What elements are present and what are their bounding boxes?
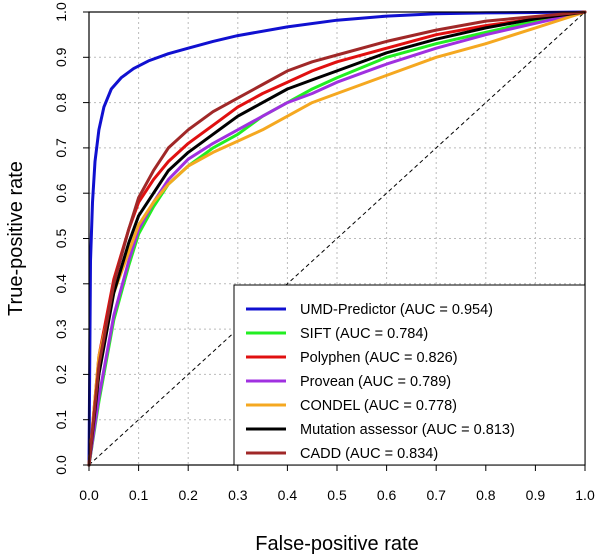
y-tick-label: 0.7 [53, 138, 69, 158]
y-tick-label: 1.0 [53, 2, 69, 22]
x-tick-label: 0.8 [476, 487, 496, 503]
roc-curves [87, 10, 587, 467]
legend-label: Polyphen (AUC = 0.826) [300, 350, 458, 366]
x-tick-label: 0.1 [129, 487, 149, 503]
legend-label: CADD (AUC = 0.834) [300, 446, 438, 462]
series-line-4 [87, 10, 587, 467]
y-tick-label: 0.2 [53, 364, 69, 384]
y-axis-label: True-positive rate [5, 161, 27, 316]
legend-label: Mutation assessor (AUC = 0.813) [300, 422, 515, 438]
series-line-5 [87, 10, 587, 467]
x-tick-label: 0.3 [228, 487, 248, 503]
y-tick-label: 0.1 [53, 410, 69, 430]
y-tick-label: 0.9 [53, 47, 69, 67]
x-tick-label: 0.6 [377, 487, 397, 503]
x-tick-label: 0.5 [327, 487, 347, 503]
y-tick-label: 0.3 [53, 319, 69, 339]
series-line-0 [87, 10, 587, 467]
legend: UMD-Predictor (AUC = 0.954) SIFT (AUC = 0… [233, 284, 586, 466]
series-line-6 [87, 10, 587, 467]
y-tick-label: 0.0 [53, 455, 69, 475]
legend-label: UMD-Predictor (AUC = 0.954) [300, 302, 493, 318]
x-tick-label: 0.0 [79, 487, 99, 503]
x-tick-label: 0.9 [526, 487, 546, 503]
y-tick-label: 0.4 [53, 274, 69, 294]
y-tick-label: 0.5 [53, 229, 69, 249]
y-tick-label: 0.8 [53, 93, 69, 113]
x-tick-label: 1.0 [575, 487, 595, 503]
x-tick-label: 0.7 [426, 487, 446, 503]
y-tick-label: 0.6 [53, 183, 69, 203]
series-line-3 [87, 10, 587, 467]
x-axis-label: False-positive rate [255, 533, 418, 555]
y-axis-ticks: 0.0 0.1 0.2 0.3 0.4 0.5 0.6 0.7 0.8 0.9 1.0 [53, 2, 89, 475]
x-tick-label: 0.2 [178, 487, 198, 503]
legend-label: CONDEL (AUC = 0.778) [300, 398, 457, 414]
x-tick-label: 0.4 [278, 487, 298, 503]
legend-label: Provean (AUC = 0.789) [300, 374, 451, 390]
legend-box [233, 284, 586, 466]
x-axis-ticks: 0.0 0.1 0.2 0.3 0.4 0.5 0.6 0.7 0.8 0.9 1.0 [79, 465, 595, 503]
legend-label: SIFT (AUC = 0.784) [300, 326, 428, 342]
